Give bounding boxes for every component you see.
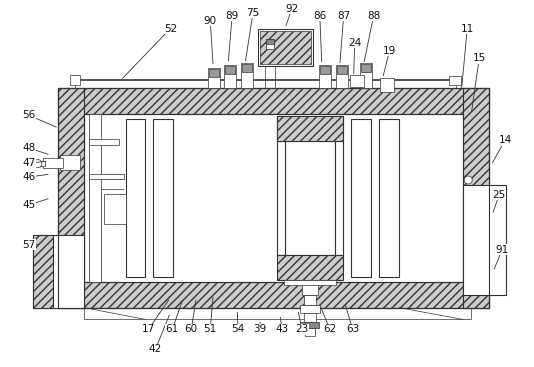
- Text: 90: 90: [203, 16, 217, 26]
- Bar: [89, 114, 100, 281]
- Bar: [84, 114, 464, 281]
- Bar: [464, 185, 506, 295]
- Bar: [380, 79, 394, 92]
- Bar: [89, 174, 123, 179]
- Bar: [43, 158, 63, 168]
- Text: 17: 17: [142, 324, 155, 334]
- Bar: [33, 161, 45, 166]
- Bar: [242, 65, 252, 72]
- Bar: [209, 69, 219, 77]
- Text: 60: 60: [185, 324, 198, 334]
- Bar: [360, 65, 371, 72]
- Bar: [58, 281, 489, 308]
- Bar: [70, 75, 80, 86]
- Bar: [58, 88, 489, 114]
- Text: 39: 39: [254, 324, 266, 334]
- Text: 15: 15: [473, 54, 486, 63]
- Bar: [285, 141, 335, 255]
- Text: 87: 87: [337, 11, 350, 21]
- Bar: [89, 139, 119, 145]
- Bar: [58, 88, 84, 308]
- Text: 48: 48: [22, 143, 36, 153]
- Bar: [304, 295, 316, 305]
- Text: 57: 57: [22, 240, 36, 250]
- Bar: [301, 323, 319, 328]
- Bar: [266, 39, 274, 44]
- Bar: [125, 119, 145, 277]
- Bar: [225, 66, 235, 75]
- Text: 88: 88: [367, 11, 380, 21]
- Bar: [351, 119, 371, 277]
- Bar: [284, 280, 336, 285]
- Bar: [336, 65, 348, 88]
- Bar: [33, 235, 84, 308]
- Text: 52: 52: [164, 23, 177, 34]
- Text: 42: 42: [149, 344, 162, 355]
- Bar: [224, 65, 236, 88]
- Bar: [304, 313, 316, 323]
- Bar: [335, 141, 343, 255]
- Text: 11: 11: [461, 23, 474, 34]
- Bar: [277, 141, 285, 255]
- Text: 45: 45: [22, 200, 36, 210]
- Text: 92: 92: [285, 4, 299, 14]
- Text: 25: 25: [492, 190, 506, 200]
- Text: 89: 89: [225, 11, 239, 21]
- Text: 61: 61: [166, 324, 179, 334]
- Bar: [359, 63, 372, 88]
- Text: 56: 56: [22, 110, 36, 120]
- Bar: [464, 88, 489, 308]
- Bar: [320, 66, 330, 75]
- Bar: [300, 305, 320, 313]
- Text: 46: 46: [22, 172, 36, 182]
- Circle shape: [464, 176, 472, 184]
- Text: 19: 19: [383, 46, 396, 55]
- Bar: [258, 29, 313, 66]
- Text: 47: 47: [22, 158, 36, 168]
- Bar: [277, 116, 343, 141]
- Bar: [305, 328, 315, 337]
- Text: 54: 54: [231, 324, 245, 334]
- Text: 24: 24: [348, 37, 362, 48]
- Bar: [33, 235, 53, 308]
- Text: 14: 14: [498, 135, 512, 145]
- Bar: [60, 155, 80, 170]
- Text: 75: 75: [246, 8, 260, 18]
- Bar: [104, 194, 125, 224]
- Text: 62: 62: [323, 324, 336, 334]
- Bar: [277, 255, 343, 280]
- Text: 51: 51: [203, 324, 217, 334]
- Bar: [208, 68, 220, 88]
- Text: 91: 91: [496, 245, 509, 255]
- Text: 23: 23: [295, 324, 309, 334]
- Bar: [319, 65, 331, 88]
- Bar: [350, 75, 364, 87]
- Circle shape: [34, 160, 42, 168]
- Text: 43: 43: [276, 324, 288, 334]
- Bar: [153, 119, 174, 277]
- Bar: [241, 63, 253, 88]
- Bar: [302, 280, 318, 295]
- Bar: [449, 76, 461, 86]
- Bar: [266, 39, 274, 48]
- Bar: [260, 30, 311, 65]
- Text: 86: 86: [313, 11, 326, 21]
- Text: 63: 63: [346, 324, 359, 334]
- Bar: [337, 66, 347, 75]
- Bar: [379, 119, 398, 277]
